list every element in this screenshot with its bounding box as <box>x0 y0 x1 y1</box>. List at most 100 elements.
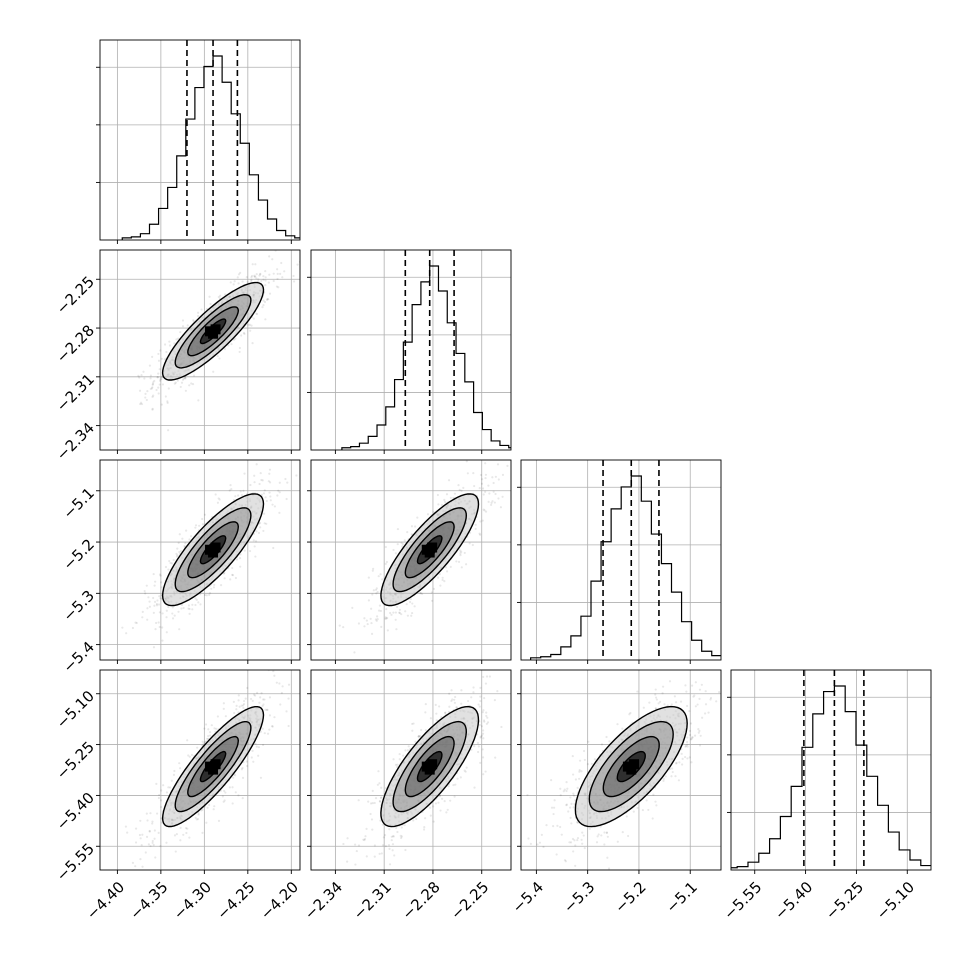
scatter-point <box>251 342 254 345</box>
density-cell <box>427 759 438 770</box>
scatter-point <box>258 274 261 277</box>
scatter-point <box>365 619 368 622</box>
scatter-point <box>205 594 208 597</box>
scatter-point <box>205 821 208 824</box>
scatter-point <box>139 819 142 822</box>
scatter-point <box>593 758 596 761</box>
scatter-point <box>144 592 147 595</box>
scatter-point <box>367 599 370 602</box>
scatter-point <box>151 408 154 411</box>
scatter-point <box>460 489 463 492</box>
scatter-point <box>494 492 497 496</box>
scatter-point <box>266 298 269 301</box>
scatter-point <box>184 376 187 379</box>
scatter-point <box>411 602 414 605</box>
scatter-point <box>188 755 191 758</box>
scatter-point <box>422 828 426 831</box>
scatter-point <box>155 604 159 607</box>
scatter-point <box>353 843 357 846</box>
scatter-point <box>450 689 453 692</box>
scatter-point <box>497 497 500 500</box>
scatter-point <box>134 841 138 844</box>
scatter-point <box>269 499 272 502</box>
scatter-point <box>178 550 181 554</box>
scatter-point <box>480 734 484 737</box>
scatter-point <box>248 549 252 553</box>
scatter-point <box>256 691 259 694</box>
scatter-point <box>684 744 688 747</box>
scatter-point <box>439 809 442 812</box>
scatter-point <box>398 758 401 761</box>
scatter-point <box>410 525 414 528</box>
scatter-point <box>264 270 267 273</box>
scatter-point <box>443 800 446 803</box>
scatter-point <box>182 377 185 380</box>
scatter-point <box>479 473 483 477</box>
scatter-point <box>452 783 455 787</box>
scatter-point <box>434 802 438 805</box>
scatter-point <box>198 524 201 527</box>
scatter-point <box>204 723 208 726</box>
scatter-point <box>200 308 203 311</box>
scatter-point <box>145 584 148 587</box>
scatter-point <box>283 270 286 273</box>
scatter-point <box>148 830 151 833</box>
density-cell <box>208 764 219 775</box>
scatter-point <box>153 379 156 383</box>
scatter-point <box>252 317 255 320</box>
scatter-point <box>264 318 267 321</box>
scatter-point <box>229 578 232 581</box>
scatter-point <box>160 403 163 406</box>
y-tick-label: −2.34 <box>53 419 98 464</box>
scatter-point <box>156 599 159 602</box>
x-tick-label: −4.25 <box>213 878 258 923</box>
scatter-point <box>377 770 380 773</box>
scatter-point <box>460 702 463 705</box>
panel-frame <box>99 669 301 871</box>
scatter-point <box>479 699 482 703</box>
scatter-point <box>262 703 265 706</box>
scatter-point <box>194 526 197 529</box>
scatter-point <box>152 646 156 649</box>
scatter-point <box>367 576 370 579</box>
scatter-point <box>253 481 256 484</box>
scatter-point <box>271 503 274 506</box>
scatter-point <box>165 609 168 612</box>
scatter-point <box>195 818 198 821</box>
scatter-point <box>234 576 238 580</box>
scatter-point <box>264 279 267 282</box>
scatter-point <box>697 728 700 731</box>
scatter-point <box>394 611 397 614</box>
scatter-point <box>413 605 416 608</box>
scatter-point <box>392 611 395 614</box>
scatter-point <box>700 683 703 686</box>
scatter-point <box>213 805 216 808</box>
scatter-point <box>158 611 161 614</box>
scatter-point <box>616 723 619 726</box>
scatter-point <box>379 819 382 822</box>
scatter-point <box>480 725 484 728</box>
scatter-point <box>149 377 152 380</box>
scatter-point <box>190 753 194 756</box>
scatter-point <box>153 600 157 603</box>
scatter-point <box>149 812 152 815</box>
density-peak <box>205 542 221 558</box>
scatter-point <box>391 835 395 838</box>
scatter-point <box>242 702 246 706</box>
scatter-point <box>241 280 244 283</box>
scatter-point <box>268 292 272 295</box>
scatter-point <box>485 714 488 718</box>
scatter-point <box>243 332 246 335</box>
panel-frame <box>310 669 512 871</box>
scatter-point <box>460 566 463 569</box>
scatter-point <box>400 613 403 616</box>
scatter-point <box>458 488 461 492</box>
scatter-point <box>445 811 448 814</box>
scatter-point <box>276 277 279 281</box>
scatter-point <box>217 295 220 299</box>
scatter-point <box>380 625 383 628</box>
density-cell <box>210 542 221 553</box>
scatter-point <box>146 607 149 610</box>
scatter-point <box>278 481 281 484</box>
scatter-point <box>134 865 137 868</box>
